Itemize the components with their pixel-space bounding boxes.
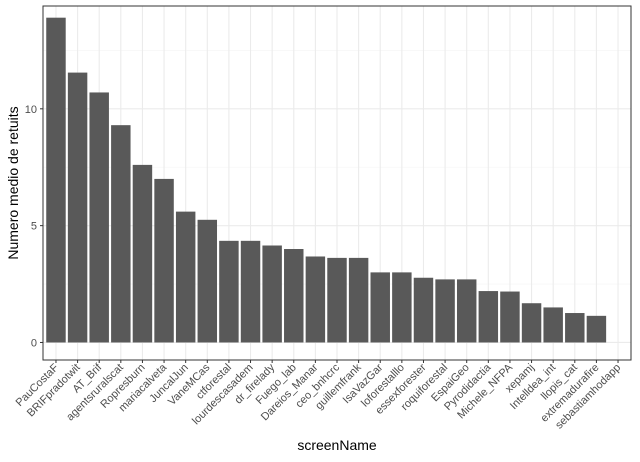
bar-dr_firelady xyxy=(262,245,282,343)
bar-extremadurafire xyxy=(586,315,607,343)
x-axis-title: screenName xyxy=(297,437,377,453)
y-tick-label: 10 xyxy=(25,104,37,116)
bar-ctforestal xyxy=(219,240,239,343)
bar-VaneMCas xyxy=(197,219,218,343)
bar-agentsruralscat xyxy=(111,125,131,343)
bar-essexforester xyxy=(413,277,434,343)
bars xyxy=(46,17,607,343)
bar-roquiforestal xyxy=(435,279,455,343)
bar-EspaiGeo xyxy=(456,279,477,343)
bar-Ropresburn xyxy=(132,164,153,343)
bar-Pyrodidactia xyxy=(478,291,499,343)
bar-loforestalllo xyxy=(392,272,412,343)
bar-ceo_bnhcrc xyxy=(327,257,347,343)
y-tick-label: 0 xyxy=(31,337,37,349)
bar-IsaVazGar xyxy=(370,272,390,343)
y-axis: 0 5 10 xyxy=(25,104,43,349)
bar-Fuego_lab xyxy=(284,249,304,343)
bar-xepamj xyxy=(521,303,542,343)
bar-Intelldea_int xyxy=(543,307,563,343)
x-axis: PauCostaFBRIFpradotwitAT_Brifagentsrural… xyxy=(14,360,623,432)
bar-Dareios_Manar xyxy=(305,256,326,343)
bar-guillemfrank xyxy=(348,257,369,343)
bar-AT_Brif xyxy=(89,92,109,343)
y-tick-label: 5 xyxy=(31,221,37,233)
bar-lourdescasadem xyxy=(240,240,261,343)
bar-Michele_NFPA xyxy=(500,291,520,343)
bar-JuncalJun xyxy=(175,211,196,343)
y-axis-title: Numero medio de retuits xyxy=(5,106,21,259)
bar-BRIFpradotwit xyxy=(67,72,88,343)
bar-mariacalveta xyxy=(154,178,174,343)
bar-llopis_cat xyxy=(565,313,585,343)
bar-PauCostaF xyxy=(46,17,66,343)
